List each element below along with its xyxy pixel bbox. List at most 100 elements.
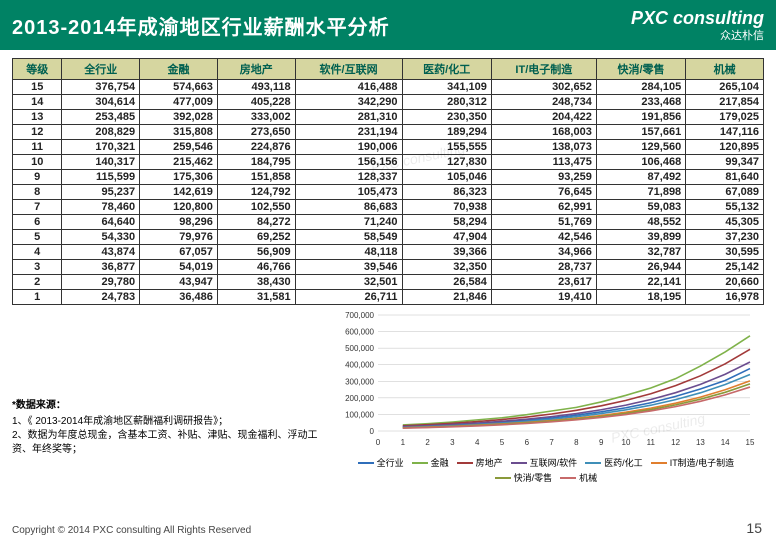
table-cell: 2 <box>13 275 62 290</box>
copyright-text: Copyright © 2014 PXC consulting All Righ… <box>12 525 251 536</box>
legend-swatch <box>495 477 511 479</box>
table-cell: 302,652 <box>491 80 596 95</box>
table-cell: 5 <box>13 230 62 245</box>
table-cell: 39,546 <box>295 260 402 275</box>
table-cell: 10 <box>13 155 62 170</box>
table-cell: 493,118 <box>217 80 295 95</box>
legend-item: 全行业 <box>358 456 404 469</box>
table-row: 336,87754,01946,76639,54632,35028,73726,… <box>13 260 764 275</box>
table-cell: 315,808 <box>140 125 218 140</box>
table-cell: 62,991 <box>491 200 596 215</box>
svg-text:3: 3 <box>450 438 455 447</box>
legend-swatch <box>457 462 473 464</box>
table-cell: 28,737 <box>491 260 596 275</box>
table-cell: 71,240 <box>295 215 402 230</box>
svg-text:9: 9 <box>599 438 604 447</box>
table-cell: 26,944 <box>596 260 685 275</box>
svg-text:600,000: 600,000 <box>345 328 374 337</box>
table-cell: 23,617 <box>491 275 596 290</box>
svg-text:8: 8 <box>574 438 579 447</box>
table-cell: 190,006 <box>295 140 402 155</box>
table-cell: 265,104 <box>686 80 764 95</box>
table-cell: 76,645 <box>491 185 596 200</box>
table-cell: 15 <box>13 80 62 95</box>
svg-text:12: 12 <box>671 438 680 447</box>
table-cell: 217,854 <box>686 95 764 110</box>
legend-item: 机械 <box>560 471 597 484</box>
table-row: 13253,485392,028333,002281,310230,350204… <box>13 110 764 125</box>
table-cell: 280,312 <box>402 95 491 110</box>
svg-text:200,000: 200,000 <box>345 394 374 403</box>
chart-svg: 0100,000200,000300,000400,000500,000600,… <box>328 309 758 449</box>
table-cell: 64,640 <box>62 215 140 230</box>
legend-label: 机械 <box>579 471 597 484</box>
table-cell: 4 <box>13 245 62 260</box>
table-header-cell: 医药/化工 <box>402 59 491 80</box>
legend-label: 快消/零售 <box>514 471 553 484</box>
legend-label: 金融 <box>431 456 449 469</box>
table-cell: 30,595 <box>686 245 764 260</box>
legend-item: 快消/零售 <box>495 471 553 484</box>
legend-label: 房地产 <box>476 456 503 469</box>
table-cell: 22,141 <box>596 275 685 290</box>
legend-item: 医药/化工 <box>585 456 643 469</box>
svg-text:500,000: 500,000 <box>345 344 374 353</box>
table-cell: 43,947 <box>140 275 218 290</box>
table-cell: 32,350 <box>402 260 491 275</box>
table-cell: 120,800 <box>140 200 218 215</box>
svg-text:6: 6 <box>524 438 529 447</box>
table-cell: 48,118 <box>295 245 402 260</box>
table-cell: 230,350 <box>402 110 491 125</box>
brand-logo: PXC consulting 众达朴信 <box>631 8 764 43</box>
legend-swatch <box>511 462 527 464</box>
table-cell: 69,252 <box>217 230 295 245</box>
table-cell: 304,614 <box>62 95 140 110</box>
table-cell: 284,105 <box>596 80 685 95</box>
table-row: 229,78043,94738,43032,50126,58423,61722,… <box>13 275 764 290</box>
legend-swatch <box>651 462 667 464</box>
salary-table: 等级全行业金融房地产软件/互联网医药/化工IT/电子制造快消/零售机械 1537… <box>12 58 764 305</box>
table-cell: 231,194 <box>295 125 402 140</box>
table-cell: 24,783 <box>62 290 140 305</box>
table-cell: 208,829 <box>62 125 140 140</box>
table-cell: 67,057 <box>140 245 218 260</box>
table-row: 554,33079,97669,25258,54947,90442,54639,… <box>13 230 764 245</box>
table-cell: 179,025 <box>686 110 764 125</box>
svg-text:14: 14 <box>721 438 730 447</box>
table-cell: 128,337 <box>295 170 402 185</box>
svg-text:100,000: 100,000 <box>345 410 374 419</box>
table-cell: 175,306 <box>140 170 218 185</box>
table-cell: 34,966 <box>491 245 596 260</box>
table-cell: 19,410 <box>491 290 596 305</box>
footnotes: *数据来源： 1、《 2013-2014年成渝地区薪酬福利调研报告》； 2、数据… <box>12 309 328 484</box>
table-cell: 142,619 <box>140 185 218 200</box>
table-cell: 20,660 <box>686 275 764 290</box>
table-cell: 113,475 <box>491 155 596 170</box>
table-cell: 127,830 <box>402 155 491 170</box>
table-cell: 248,734 <box>491 95 596 110</box>
table-header-cell: IT/电子制造 <box>491 59 596 80</box>
table-cell: 95,237 <box>62 185 140 200</box>
table-cell: 147,116 <box>686 125 764 140</box>
slide-title: 2013-2014年成渝地区行业薪酬水平分析 <box>12 11 390 40</box>
table-cell: 273,650 <box>217 125 295 140</box>
svg-text:700,000: 700,000 <box>345 311 374 320</box>
table-cell: 333,002 <box>217 110 295 125</box>
table-cell: 86,323 <box>402 185 491 200</box>
table-cell: 37,230 <box>686 230 764 245</box>
table-cell: 43,874 <box>62 245 140 260</box>
table-cell: 9 <box>13 170 62 185</box>
table-cell: 151,858 <box>217 170 295 185</box>
svg-text:2: 2 <box>425 438 430 447</box>
table-cell: 157,661 <box>596 125 685 140</box>
svg-text:4: 4 <box>475 438 480 447</box>
table-cell: 191,856 <box>596 110 685 125</box>
table-cell: 11 <box>13 140 62 155</box>
table-cell: 13 <box>13 110 62 125</box>
svg-text:1: 1 <box>400 438 405 447</box>
table-cell: 281,310 <box>295 110 402 125</box>
table-cell: 93,259 <box>491 170 596 185</box>
table-row: 778,460120,800102,55086,68370,93862,9915… <box>13 200 764 215</box>
table-cell: 99,347 <box>686 155 764 170</box>
table-cell: 224,876 <box>217 140 295 155</box>
